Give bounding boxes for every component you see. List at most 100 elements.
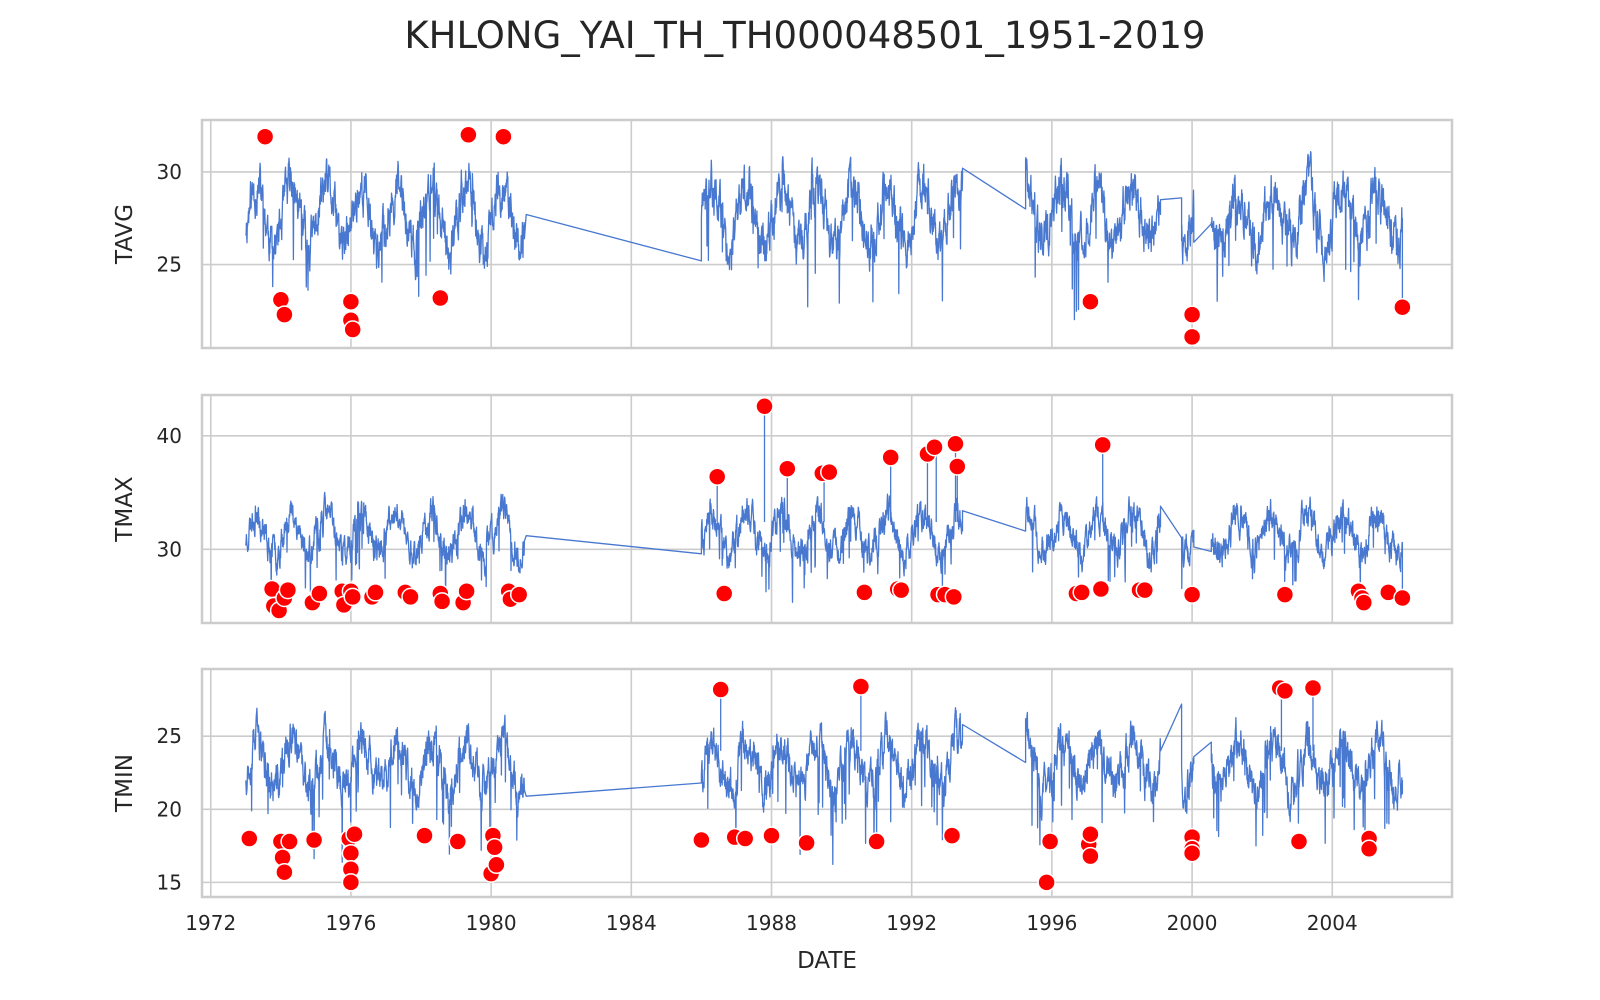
chart-title: KHLONG_YAI_TH_TH000048501_1951-2019 [404,14,1205,57]
panel-tmax: 30 40 TMAX [112,393,1454,625]
outlier-point [509,585,529,604]
outlier-point [415,826,434,845]
outlier-point [1182,843,1202,863]
outlier-point [431,288,450,308]
outlier-point [1393,297,1412,317]
outlier-point [1072,583,1091,602]
outlier-point [448,832,468,851]
x-tick-label: 1984 [606,911,657,935]
plot-frame [200,118,1454,350]
outlier-point [1289,832,1309,851]
outlier-point [341,843,361,863]
outlier-point [1091,579,1111,599]
outlier-point [275,305,294,324]
outlier-point [341,873,361,892]
outlier-point [778,459,797,478]
x-axis-label: DATE [797,948,857,974]
outlier-point [948,457,967,476]
panel-tavg: 25 30 TAVG [112,118,1454,350]
y-axis-label: TMIN [112,754,138,813]
outlier-point [891,580,911,600]
x-tick-label: 1972 [185,911,236,935]
y-tick-label: 25 [157,724,182,748]
outlier-point [275,862,294,882]
x-tick-label: 1992 [886,911,937,935]
outlier-point [714,584,734,603]
outlier-point [1182,585,1202,604]
outlier-point [310,584,329,603]
outlier-point [343,320,362,339]
outlier-point [432,592,452,611]
series-line [245,491,1404,606]
x-tick-label: 1980 [466,911,517,935]
y-tick-label: 25 [157,253,182,277]
outlier-point [1182,327,1202,347]
x-tick-label: 2004 [1307,911,1358,935]
x-tick-label: 2000 [1167,911,1218,935]
outlier-point [1359,839,1379,859]
outlier-point [278,580,298,600]
y-axis-label: TAVG [112,204,138,265]
y-tick-label: 15 [157,870,182,894]
panels: 25 30 TAVG 30 40 TMAX 15 20 25 TMIN [112,118,1454,899]
outlier-point [487,855,506,875]
outlier-point [1081,846,1100,866]
y-tick-label: 40 [157,424,182,448]
outlier-point [1275,585,1295,604]
y-tick-label: 20 [157,797,182,821]
outlier-point [343,587,362,607]
outlier-point [944,587,964,607]
outlier-point [692,830,711,850]
outlier-point [345,824,364,844]
outlier-point [1303,678,1323,698]
x-tick-label: 1996 [1026,911,1077,935]
x-tick-label: 1976 [325,911,376,935]
y-tick-label: 30 [157,537,182,561]
outlier-point [1393,588,1412,608]
outlier-point [867,832,886,851]
outlier-point [457,581,476,601]
outlier-point [762,826,781,845]
outlier-point [711,680,730,699]
outlier-point [280,832,299,851]
outlier-point [1354,593,1374,612]
outlier-point [1093,435,1112,455]
outlier-point [401,587,420,607]
outlier-point [1275,681,1295,701]
outlier-point [797,833,816,853]
outlier-point [942,826,962,845]
outlier-point [366,583,385,602]
outlier-point [1182,305,1202,324]
series-line [245,151,1404,321]
outlier-point [755,397,774,416]
y-axis-label: TMAX [112,476,138,543]
outlier-point [851,677,871,696]
outlier-point [341,292,361,311]
outlier-point [1081,292,1100,311]
series-line [245,703,1404,866]
outlier-point [255,127,275,146]
outlier-point [1135,580,1155,600]
outlier-point [1081,824,1100,844]
plot-frame [200,393,1454,625]
outlier-point [925,437,944,457]
outlier-point [485,838,504,857]
outlier-point [1040,832,1060,851]
x-axis: 1972 1976 1980 1984 1988 1992 1996 2000 2004 [185,911,1357,935]
outlier-point [820,462,839,482]
outlier-point [1037,873,1056,892]
outlier-point [240,829,259,848]
y-tick-label: 30 [157,160,182,184]
outlier-point [735,829,755,848]
outlier-point [304,830,324,850]
x-tick-label: 1988 [746,911,797,935]
outlier-point [494,127,513,146]
outlier-point [946,434,965,454]
plot-frame [200,667,1454,899]
outlier-point [855,583,874,602]
outlier-point [459,125,478,145]
panel-tmin: 15 20 25 TMIN [112,667,1454,899]
outlier-point [707,467,727,486]
outlier-point [881,448,900,467]
